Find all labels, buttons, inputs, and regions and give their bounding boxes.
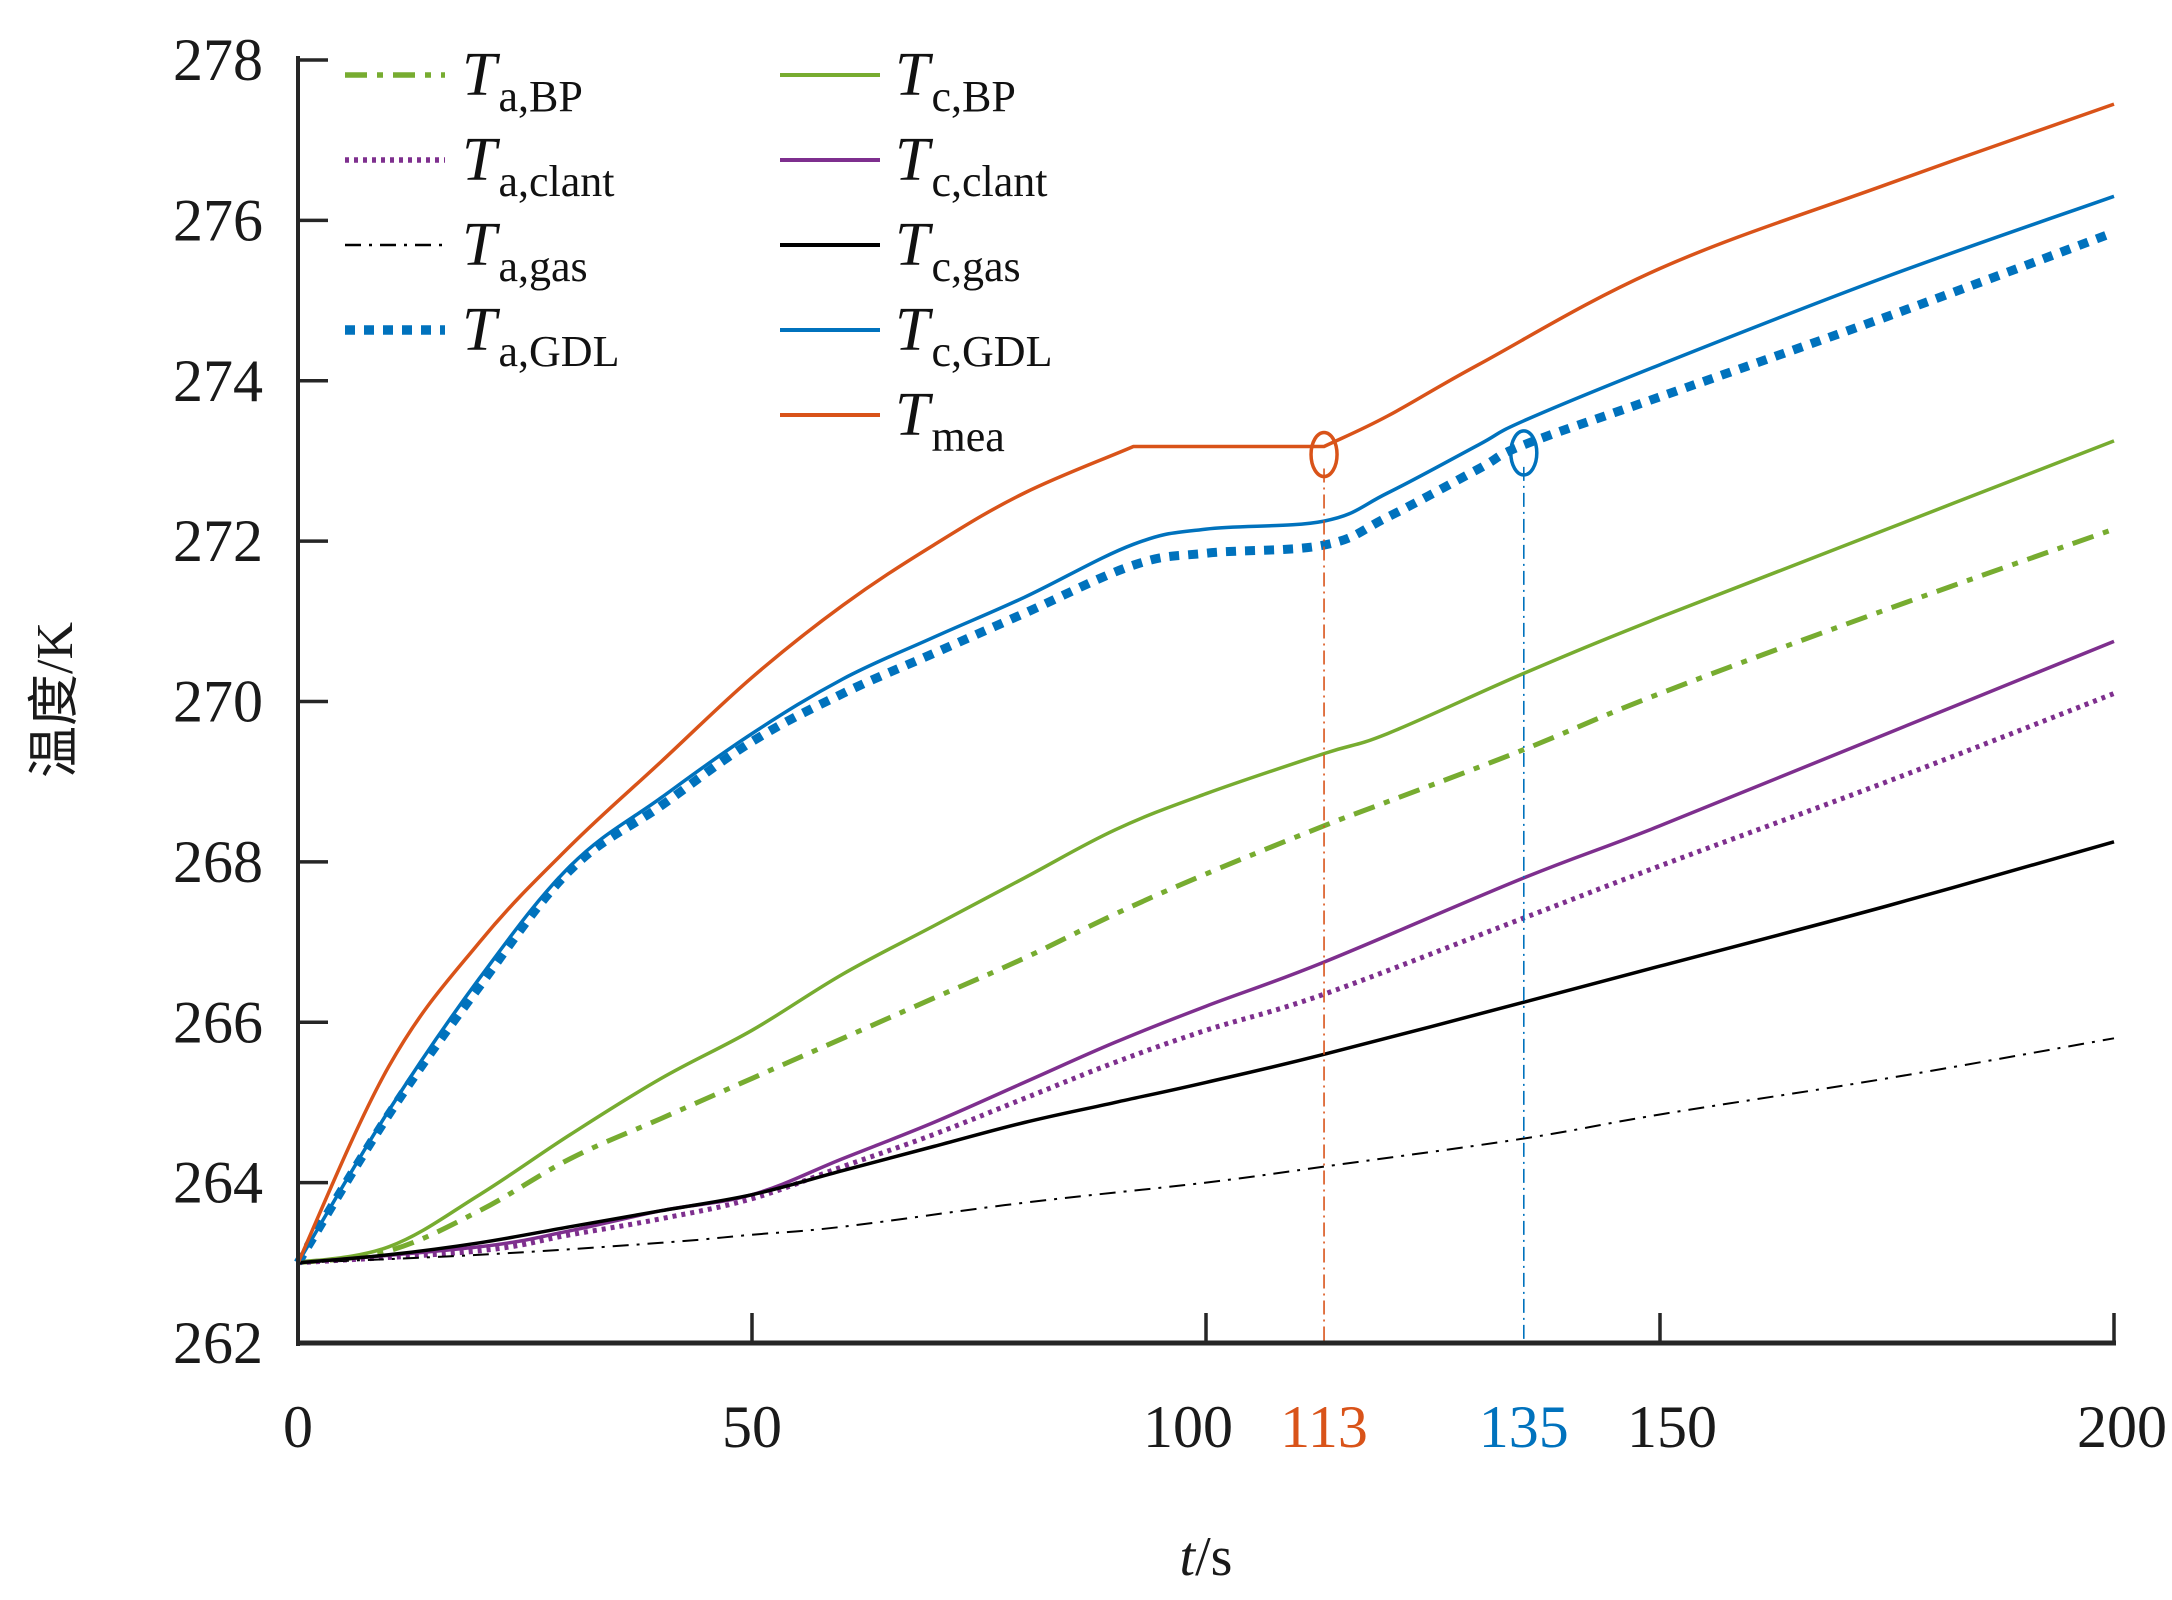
legend-label-sub: a,gas bbox=[498, 242, 587, 291]
plot-lines bbox=[294, 102, 2116, 1266]
legend-item-c-gas: Tc,gas bbox=[780, 211, 1021, 291]
annotation-guides bbox=[1309, 429, 1539, 1343]
legend-label-sub: c,GDL bbox=[931, 327, 1052, 376]
series-line-c-bp bbox=[297, 439, 2115, 1265]
legend-label-main: T bbox=[462, 296, 501, 364]
legend-label-sub: a,clant bbox=[498, 157, 614, 206]
marker-circle-135 bbox=[1509, 429, 1539, 477]
x-tick-label-100: 100 bbox=[1143, 1394, 1233, 1460]
y-tick-label-276: 276 bbox=[173, 187, 263, 253]
marker-circle-113 bbox=[1309, 430, 1339, 479]
x-tick-label-200: 200 bbox=[2077, 1394, 2167, 1460]
legend-label-main: T bbox=[462, 211, 501, 279]
legend-item-c-clant: Tc,clant bbox=[780, 126, 1048, 206]
series-line-a-bp bbox=[297, 526, 2115, 1266]
legend-label-main: T bbox=[895, 41, 934, 109]
legend-label-sub: a,GDL bbox=[498, 327, 619, 376]
annotation-label-135: 135 bbox=[1479, 1394, 1569, 1460]
legend-label: Tc,GDL bbox=[895, 296, 1052, 376]
legend-item-mea: Tmea bbox=[780, 381, 1005, 461]
legend-label-main: T bbox=[895, 211, 934, 279]
legend-label: Ta,clant bbox=[462, 126, 615, 206]
legend-label-main: T bbox=[462, 41, 501, 109]
legend-label-sub: c,clant bbox=[931, 157, 1047, 206]
y-tick-label-268: 268 bbox=[173, 829, 263, 895]
legend-label: Tc,clant bbox=[895, 126, 1048, 206]
series-line-a-gdl bbox=[294, 228, 2116, 1266]
x-axis-label-var: t bbox=[1180, 1526, 1197, 1588]
series-line-c-gdl bbox=[296, 194, 2115, 1264]
legend-label: Ta,gas bbox=[462, 211, 588, 291]
legend-label-sub: mea bbox=[931, 412, 1004, 461]
x-tick-label-50: 50 bbox=[722, 1394, 782, 1460]
legend-label-main: T bbox=[462, 126, 501, 194]
legend-item-a-clant: Ta,clant bbox=[345, 126, 615, 206]
legend-item-a-bp: Ta,BP bbox=[345, 41, 583, 121]
legend-label-sub: a,BP bbox=[498, 72, 582, 121]
y-axis-label: 温度/K bbox=[27, 622, 84, 778]
y-tick-label-274: 274 bbox=[173, 348, 263, 414]
y-tick-label-262: 262 bbox=[173, 1310, 263, 1376]
x-tick-label-0: 0 bbox=[283, 1394, 313, 1460]
series-line-a-gas bbox=[297, 1037, 2115, 1264]
y-tick-label-266: 266 bbox=[173, 989, 263, 1055]
annotation-label-113: 113 bbox=[1280, 1394, 1368, 1460]
legend-label-main: T bbox=[895, 126, 934, 194]
series-line-c-clant bbox=[297, 639, 2115, 1265]
legend-label-sub: c,BP bbox=[931, 72, 1015, 121]
legend-item-a-gdl: Ta,GDL bbox=[345, 296, 619, 376]
series-line-c-gas bbox=[297, 840, 2115, 1265]
x-axis-label: t/s bbox=[1180, 1526, 1233, 1588]
legend-label: Ta,BP bbox=[462, 41, 583, 121]
legend-label-main: T bbox=[895, 381, 934, 449]
y-tick-label-264: 264 bbox=[173, 1150, 263, 1216]
series-line-a-clant bbox=[297, 691, 2115, 1266]
legend: Ta,BPTa,clantTa,gasTa,GDLTc,BPTc,clantTc… bbox=[345, 41, 1052, 461]
legend-label: Tmea bbox=[895, 381, 1005, 461]
x-axis-label-unit: /s bbox=[1195, 1526, 1232, 1588]
y-tick-label-272: 272 bbox=[173, 508, 263, 574]
tick-labels: 113 135 262 264 266 268 270 272 274 276 278 0 50 100 1… bbox=[173, 27, 2167, 1460]
legend-item-a-gas: Ta,gas bbox=[345, 211, 588, 291]
y-tick-label-278: 278 bbox=[173, 27, 263, 93]
legend-label-sub: c,gas bbox=[931, 242, 1020, 291]
legend-label: Tc,gas bbox=[895, 211, 1021, 291]
axes bbox=[296, 56, 2116, 1346]
legend-label-main: T bbox=[895, 296, 934, 364]
x-tick-label-150: 150 bbox=[1627, 1394, 1717, 1460]
legend-item-c-gdl: Tc,GDL bbox=[780, 296, 1052, 376]
legend-item-c-bp: Tc,BP bbox=[780, 41, 1016, 121]
y-tick-label-270: 270 bbox=[173, 669, 263, 735]
legend-label: Ta,GDL bbox=[462, 296, 619, 376]
legend-label: Tc,BP bbox=[895, 41, 1016, 121]
series-line-mea bbox=[296, 102, 2115, 1264]
